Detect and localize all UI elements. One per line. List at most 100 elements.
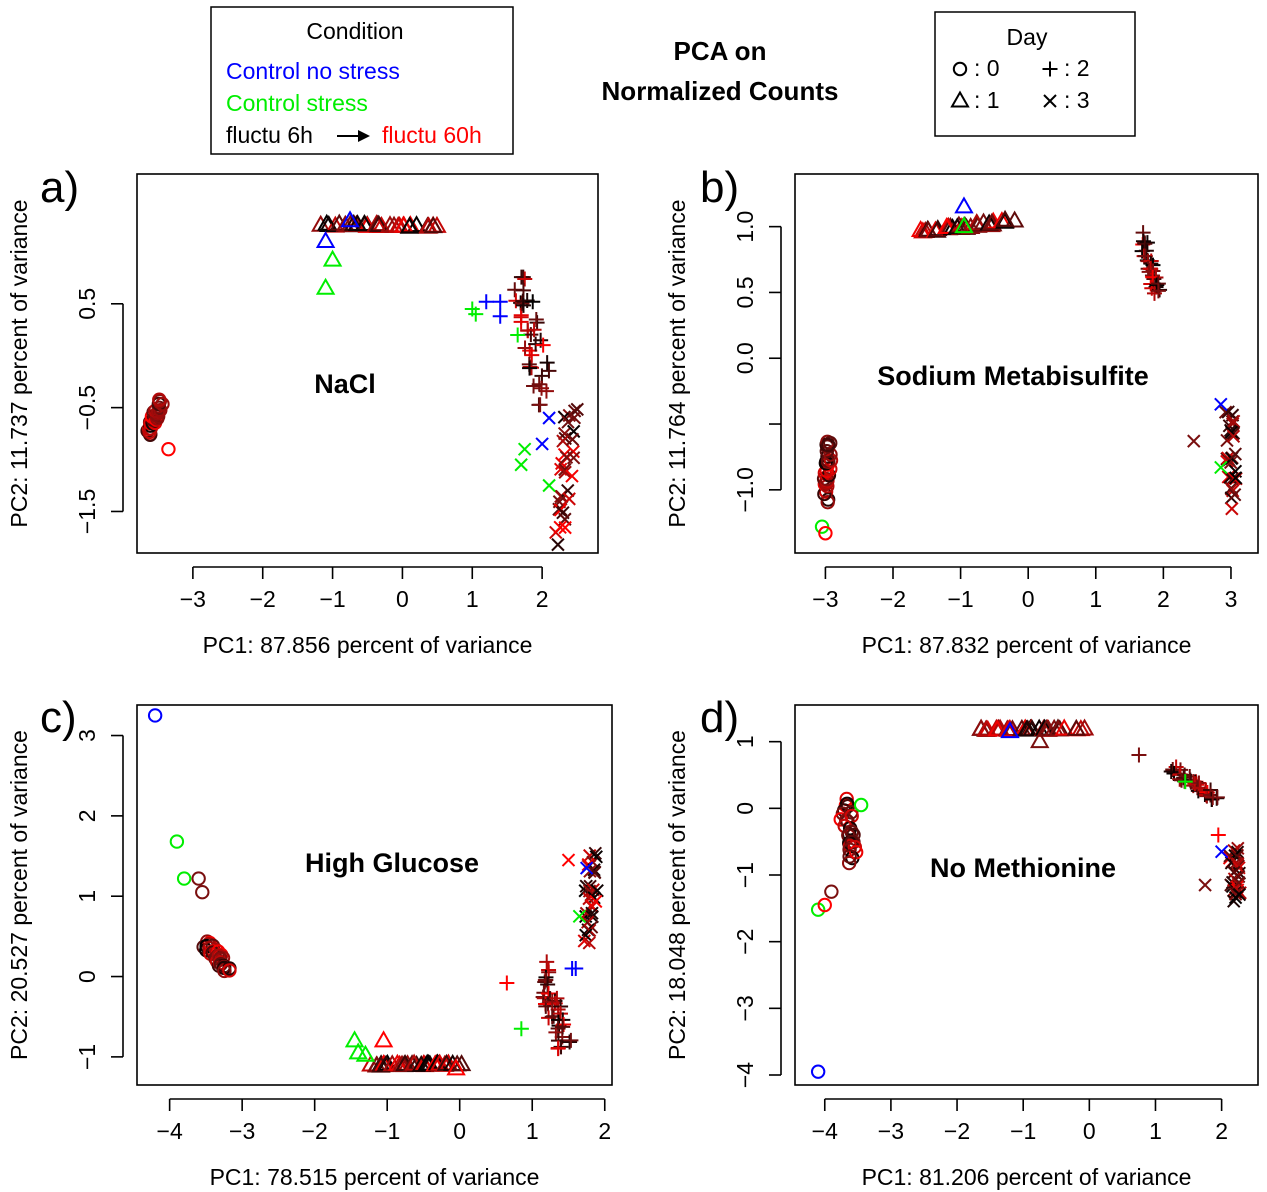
y-tick-label: −0.5: [74, 385, 100, 430]
x-axis-label: PC1: 81.206 percent of variance: [862, 1164, 1192, 1190]
x-tick-label: 0: [1022, 586, 1035, 612]
point-control_no_stress-cross: [535, 437, 549, 451]
x-axis-label: PC1: 78.515 percent of variance: [210, 1164, 540, 1190]
point-control_no_stress-plus: [478, 294, 494, 310]
point-fluctu_60h-circle: [817, 897, 832, 913]
point-plus: [539, 954, 555, 970]
point-control_stress-plus: [468, 306, 484, 322]
condition-legend-title: Condition: [306, 18, 403, 44]
point-control_stress-plus: [1177, 774, 1193, 790]
point-triangle: [947, 217, 967, 235]
panel-b-sodium-metabisulfite: b) −3 −2 −1 0 1 2 3 PC1: 87.832 percent of varia…: [664, 163, 1259, 658]
point-fluctu_mid-plus: [1131, 747, 1147, 763]
point-fluctu_60h-plus: [499, 975, 515, 991]
y-tick-label: 0.0: [732, 342, 758, 374]
point-control_stress-triangle: [322, 249, 343, 267]
point-cross: [551, 537, 565, 552]
point-control_stress-cross: [514, 458, 528, 472]
x-tick-label: −3: [878, 1118, 904, 1144]
point-triangle: [1066, 718, 1086, 736]
point-circle: [213, 951, 228, 966]
point-cross: [1225, 502, 1239, 516]
point-control_stress-circle: [176, 871, 192, 886]
point-plus: [524, 347, 540, 363]
point-triangle: [317, 213, 337, 231]
point-plus: [538, 383, 554, 399]
point-triangle: [310, 214, 331, 232]
y-tick-label: 1: [732, 735, 758, 748]
day-legend-title: Day: [1007, 24, 1048, 50]
data-points: [814, 196, 1243, 541]
point-cross: [1224, 425, 1239, 439]
title-line-2: Normalized Counts: [602, 76, 839, 106]
point-control_stress-circle: [169, 834, 185, 849]
point-fluctu_mid-circle: [191, 871, 206, 886]
legend-day-1-label: : 1: [974, 87, 1000, 113]
point-cross: [588, 846, 603, 861]
legend-day-0-label: : 0: [974, 55, 1000, 81]
point-plus: [515, 297, 531, 313]
point-triangle: [936, 216, 957, 234]
point-circle: [819, 443, 835, 459]
point-plus: [526, 322, 542, 338]
point-plus: [552, 1006, 568, 1022]
point-plus: [563, 1032, 579, 1048]
title-line-1: PCA on: [674, 36, 767, 66]
panel-title: Sodium Metabisulfite: [877, 361, 1149, 391]
x-tick-label: 2: [598, 1118, 611, 1144]
point-cross: [565, 432, 580, 447]
point-plus: [541, 962, 557, 978]
point-plus: [1135, 233, 1151, 249]
point-control_stress-plus: [510, 327, 526, 343]
point-fluctu_60h-plus: [1210, 827, 1226, 843]
point-fluctu_60h-cross: [561, 853, 576, 867]
x-tick-label: 2: [1157, 586, 1170, 612]
point-control_no_stress-triangle: [954, 196, 974, 214]
y-axis-label: PC2: 18.048 percent of variance: [664, 730, 690, 1060]
point-cross: [1223, 455, 1238, 470]
point-plus: [517, 340, 533, 356]
y-axis-label: PC2: 11.737 percent of variance: [6, 199, 32, 527]
x-tick-label: −3: [229, 1118, 255, 1144]
point-cross: [590, 884, 604, 898]
plot-area: [136, 173, 599, 554]
point-triangle: [399, 216, 420, 234]
point-triangle: [976, 719, 997, 737]
day-legend: Day : 0: 2: 1: 3: [934, 11, 1136, 137]
legend-fluctu-60h: fluctu 60h: [382, 122, 482, 148]
y-tick-label: 0.5: [74, 288, 100, 320]
point-triangle: [1016, 719, 1037, 737]
y-tick-label: −1.0: [732, 467, 758, 512]
x-tick-label: −4: [812, 1118, 838, 1144]
point-circle: [222, 963, 237, 978]
point-control_no_stress-circle: [810, 1064, 826, 1079]
legend-fluctu-6h: fluctu 6h: [226, 122, 313, 148]
legend-arrow-icon: [337, 130, 370, 142]
point-plus: [544, 1009, 560, 1025]
point-plus: [562, 1034, 578, 1050]
point-plus: [513, 314, 529, 330]
point-triangle: [369, 215, 389, 233]
point-fluctu_mid-triangle: [1030, 731, 1050, 749]
panel-d-no-methionine: d) −4 −3 −2 −1 0 1 2 PC1: 81.206 percent of vari…: [664, 693, 1259, 1190]
point-control_no_stress-cross: [579, 861, 594, 875]
point-fluctu_60h-triangle: [373, 1030, 394, 1048]
plot-area: [794, 173, 1259, 554]
point-fluctu_mid-cross: [1187, 434, 1201, 448]
point-plus: [550, 1041, 566, 1057]
legend-day-3-cross-icon: [1043, 94, 1057, 108]
point-control_no_stress-cross: [542, 411, 556, 425]
point-fluctu_mid-circle: [195, 884, 210, 900]
point-circle: [842, 849, 857, 864]
legend-day-2-plus-icon: [1042, 61, 1058, 77]
point-cross: [565, 469, 579, 483]
point-circle: [821, 437, 836, 453]
point-cross: [587, 865, 602, 879]
point-control_no_stress-triangle: [1000, 721, 1020, 739]
point-circle: [823, 453, 839, 468]
point-control_no_stress-triangle: [315, 230, 336, 248]
point-control_stress-triangle: [954, 216, 974, 234]
condition-legend: Condition Control no stress Control stre…: [210, 6, 514, 155]
point-plus: [1163, 763, 1179, 779]
point-control_no_stress-cross: [1214, 844, 1229, 859]
